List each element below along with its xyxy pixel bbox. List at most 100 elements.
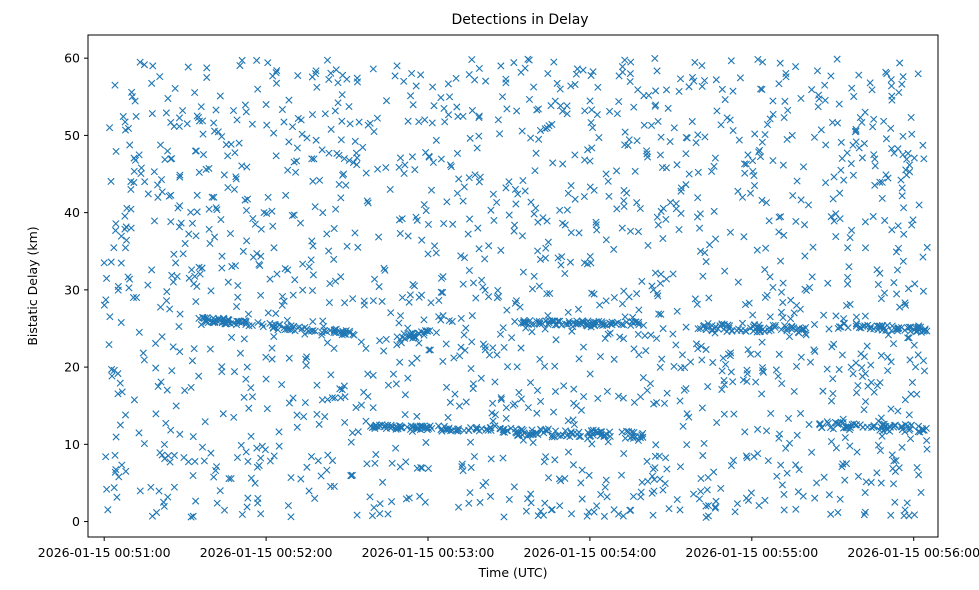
- detection-marker: [653, 334, 661, 343]
- detection-marker: [285, 96, 293, 104]
- detection-marker: [244, 457, 252, 466]
- detection-marker: [548, 433, 556, 441]
- detection-marker: [861, 218, 870, 226]
- detection-marker: [551, 321, 559, 329]
- detection-marker: [330, 224, 338, 233]
- detection-marker: [117, 318, 125, 327]
- detection-marker: [510, 59, 518, 67]
- x-tick-label: 2026-01-15 00:54:00: [524, 545, 657, 560]
- detection-marker: [590, 508, 598, 516]
- detection-marker: [804, 201, 813, 209]
- detection-marker: [232, 173, 240, 181]
- detection-marker: [704, 319, 712, 328]
- detection-marker: [676, 506, 684, 514]
- detection-marker: [741, 169, 749, 177]
- detection-marker: [893, 290, 901, 298]
- detection-marker: [530, 210, 538, 218]
- detection-marker: [305, 263, 313, 271]
- detection-marker: [415, 293, 423, 301]
- detection-marker: [638, 478, 646, 486]
- detection-marker: [459, 280, 467, 288]
- detection-marker: [396, 312, 405, 320]
- detection-marker: [375, 283, 383, 291]
- detection-marker: [519, 176, 527, 185]
- detection-marker: [535, 135, 543, 143]
- detection-marker: [327, 125, 335, 133]
- detection-marker: [571, 195, 579, 203]
- detection-marker: [708, 167, 716, 176]
- detection-marker: [301, 398, 309, 407]
- detection-marker: [601, 483, 609, 491]
- detection-marker: [345, 102, 353, 111]
- detection-marker: [167, 118, 175, 126]
- detection-marker: [211, 318, 219, 326]
- detection-marker: [454, 427, 462, 435]
- detection-marker: [563, 110, 571, 118]
- detection-marker: [216, 92, 224, 100]
- detection-marker: [649, 511, 657, 519]
- detection-marker: [422, 207, 430, 215]
- detection-marker: [657, 207, 665, 215]
- detection-marker: [346, 329, 354, 337]
- detection-marker: [188, 357, 197, 365]
- detection-marker: [469, 279, 478, 287]
- detection-marker: [876, 178, 884, 186]
- detection-marker: [137, 169, 145, 178]
- detection-marker: [427, 186, 436, 194]
- detection-marker: [534, 218, 542, 226]
- detection-marker: [197, 321, 205, 329]
- detection-marker: [525, 56, 533, 64]
- detection-marker: [337, 194, 345, 202]
- detection-marker: [405, 298, 413, 306]
- detection-marker: [181, 239, 189, 248]
- detection-marker: [672, 205, 680, 213]
- detection-marker: [313, 83, 321, 91]
- detection-marker: [391, 72, 399, 80]
- detection-marker: [685, 170, 693, 178]
- detection-marker: [411, 166, 419, 174]
- detection-marker: [884, 353, 892, 361]
- detection-marker: [574, 305, 583, 313]
- detection-marker: [362, 417, 370, 425]
- detection-marker: [230, 185, 239, 193]
- detection-marker: [426, 346, 434, 354]
- detection-marker: [673, 307, 681, 315]
- detection-marker: [248, 120, 256, 128]
- detection-marker: [552, 336, 560, 344]
- detection-marker: [564, 448, 573, 456]
- detection-marker: [566, 258, 575, 266]
- detection-marker: [871, 181, 879, 189]
- detection-marker: [834, 508, 842, 517]
- detection-marker: [499, 324, 507, 332]
- detection-marker: [680, 386, 688, 394]
- detection-marker: [157, 378, 165, 386]
- detection-marker: [315, 420, 323, 428]
- detection-marker: [439, 312, 447, 320]
- detection-marker: [338, 117, 346, 125]
- detection-marker: [225, 475, 233, 483]
- detection-marker: [475, 245, 483, 253]
- detection-marker: [787, 315, 795, 323]
- detection-marker: [852, 138, 860, 146]
- detection-marker: [487, 206, 495, 214]
- detection-marker: [887, 75, 895, 84]
- detection-marker: [630, 345, 638, 353]
- detection-marker: [303, 463, 311, 471]
- detection-marker: [218, 363, 226, 371]
- detection-marker: [762, 199, 771, 207]
- detection-marker: [720, 380, 728, 389]
- detection-marker: [264, 59, 272, 67]
- detection-marker: [614, 319, 622, 327]
- detection-marker: [537, 507, 545, 515]
- detection-marker: [655, 310, 663, 318]
- detection-marker: [844, 280, 852, 288]
- detection-marker: [426, 327, 434, 335]
- detection-marker: [213, 206, 221, 214]
- detection-marker: [912, 324, 920, 332]
- detection-marker: [114, 286, 122, 294]
- detection-marker: [604, 177, 612, 185]
- detection-marker: [891, 498, 899, 506]
- detection-marker: [424, 220, 433, 229]
- detection-marker: [303, 325, 311, 333]
- detection-marker: [346, 120, 354, 128]
